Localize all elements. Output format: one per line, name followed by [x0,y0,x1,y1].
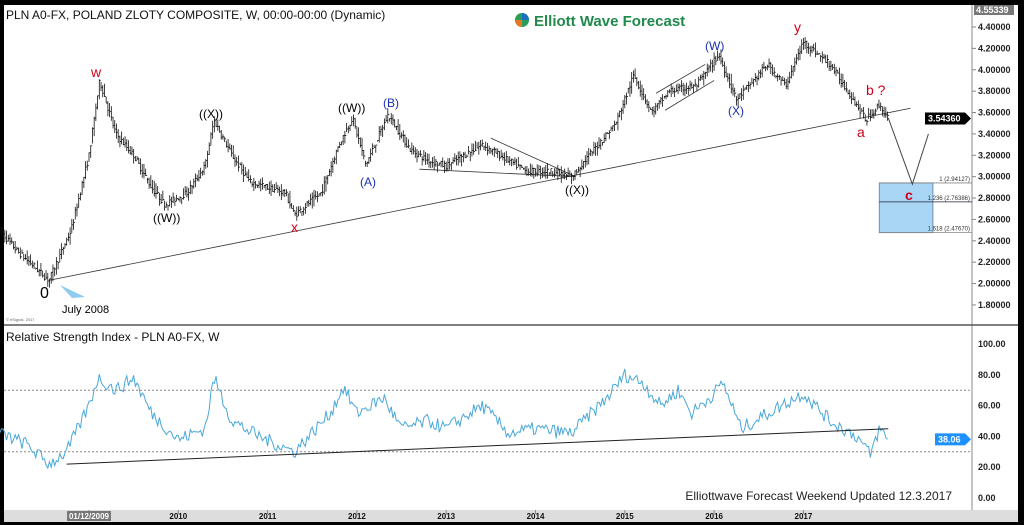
wave-label-W: (W) [705,39,724,53]
price-tick-label: 3.80000 [978,86,1011,96]
wave-label-y: y [794,19,801,35]
wave-label-x: x [291,219,298,235]
top-price-marker: 4.55339 [974,5,1014,15]
wave-label-A: (A) [360,175,376,189]
projection-path [887,117,929,186]
rsi-title: Relative Strength Index - PLN A0-FX, W [6,330,220,344]
wave-label-WW2: ((W)) [338,101,365,115]
top-price-label: 4.55339 [976,5,1009,15]
last-price-marker: 3.54360 [925,112,971,125]
price-trendline [48,107,911,281]
rsi-line [0,368,888,470]
footer-note: Elliottwave Forecast Weekend Updated 12.… [685,489,952,503]
rsi-tick-label: 80.00 [978,370,1001,380]
last-price-label: 3.54360 [928,114,961,124]
time-tick-label: 2010 [169,512,187,521]
wave-label-B: (B) [383,96,399,110]
fib-level-label: 1.618 (2.47670) [928,227,970,233]
rsi-tick-label: 60.00 [978,401,1001,411]
time-tick-label: 01/12/2009 [69,512,110,521]
time-tick-label: 2012 [348,512,366,521]
price-tick-label: 1.80000 [978,300,1011,310]
time-tick-label: 2017 [795,512,813,521]
time-tick-label: 2014 [527,512,545,521]
price-tick-label: 4.40000 [978,22,1011,32]
rsi-tick-label: 20.00 [978,462,1001,472]
price-tick-label: 3.40000 [978,129,1011,139]
price-tick-label: 4.20000 [978,43,1011,53]
time-axis [4,510,1018,522]
cursor-date-box [67,511,111,521]
wave-label-a: a [857,124,865,140]
price-tick-label: 2.20000 [978,257,1011,267]
wave-labels: 0 July 2008 w x y a b ? c (B) (A) (W) (X… [40,19,913,316]
price-tick-label: 2.80000 [978,193,1011,203]
fib-level-label: 1 (2.94127) [939,177,970,183]
july-2008-marker [60,285,85,298]
time-tick-label: 2016 [705,512,723,521]
rsi-tick-label: 40.00 [978,431,1001,441]
time-tick-label: 2015 [616,512,634,521]
price-tick-label: 3.60000 [978,108,1011,118]
price-bars [0,37,890,288]
wave-label-WW1: ((W)) [153,211,180,225]
wave-label-0: 0 [40,285,49,302]
wave-label-c: c [905,187,913,203]
rsi-trendline [66,428,889,465]
price-tick-label: 2.60000 [978,214,1011,224]
time-tick-label: 2013 [437,512,455,521]
price-trendline [664,80,715,111]
price-tick-label: 2.00000 [978,279,1011,289]
rsi-tick-label: 100.00 [978,339,1006,349]
price-trendline [655,64,706,94]
wave-label-b: b ? [866,82,886,98]
wave-label-w: w [90,64,102,80]
wave-label-XX2: ((X)) [565,183,589,197]
price-tick-label: 3.20000 [978,150,1011,160]
copyright: © eSignal, 2017 [6,317,35,322]
rsi-value-label: 38.06 [938,434,961,444]
wave-label-X: (X) [728,104,744,118]
price-tick-label: 4.00000 [978,65,1011,75]
july-2008-label: July 2008 [62,304,109,316]
chart-background [4,5,1018,510]
fib-level-label: 1.236 (2.76386) [928,196,970,202]
logo: Elliott Wave Forecast [515,13,685,30]
rsi-tick-label: 0.00 [978,493,996,503]
logo-text: Elliott Wave Forecast [534,13,685,30]
price-tick-label: 2.40000 [978,236,1011,246]
time-tick-label: 2011 [259,512,277,521]
price-tick-label: 3.00000 [978,172,1011,182]
price-trendline [419,168,576,178]
chart-title: PLN A0-FX, POLAND ZLOTY COMPOSITE, W, 00… [6,8,385,22]
wave-label-XX1: ((X)) [199,107,223,121]
rsi-value-marker: 38.06 [935,433,971,446]
